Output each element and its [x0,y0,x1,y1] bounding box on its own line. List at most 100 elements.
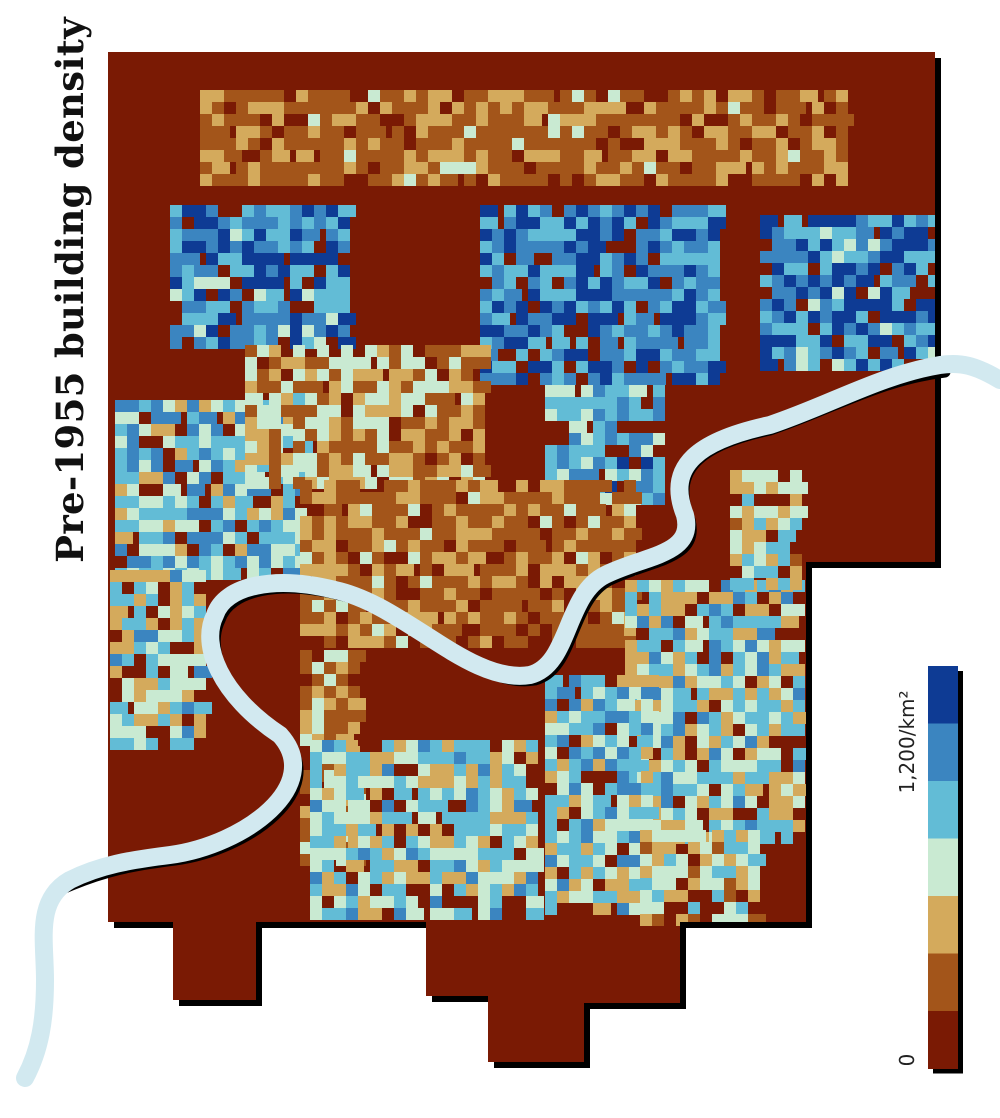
density-cell [257,477,269,489]
density-cell [281,393,293,405]
density-cell [175,544,187,556]
density-cell [552,361,564,373]
density-cell [488,102,500,114]
density-cell [468,576,480,588]
density-cell [394,908,406,920]
density-cell [437,405,449,417]
density-cell [358,884,370,896]
density-cell [163,496,175,508]
density-cell [516,337,528,349]
density-cell [478,752,490,764]
density-cell [664,854,676,866]
density-cell [673,820,685,832]
density-cell [360,612,372,624]
density-cell [636,325,648,337]
density-cell [480,480,498,492]
density-cell [708,301,726,313]
density-cell [428,126,440,138]
density-cell [356,126,368,138]
density-cell [310,860,322,872]
density-cell [461,417,473,429]
density-cell [754,518,766,530]
density-cell [324,650,336,662]
density-cell [733,712,745,724]
density-cell [384,516,396,528]
density-cell [377,453,389,465]
density-cell [461,393,473,405]
density-cell [348,710,366,722]
density-cell [730,482,742,494]
density-cell [648,373,666,385]
density-cell [760,299,772,311]
density-cell [757,712,769,724]
density-cell [300,624,312,636]
density-cell [760,251,772,263]
density-cell [336,686,348,698]
density-cell [326,265,338,277]
density-cell [653,493,665,505]
density-cell [392,126,404,138]
density-cell [832,347,844,359]
density-cell [612,373,624,385]
density-cell [781,640,793,652]
density-cell [581,397,593,409]
density-cell [545,843,557,855]
density-cell [348,540,360,552]
density-cell [490,824,502,836]
density-cell [712,854,724,866]
density-cell [305,453,317,465]
density-cell [704,90,716,102]
density-cell [488,174,500,186]
density-cell [593,903,611,915]
density-cell [212,174,224,186]
density-cell [408,600,420,612]
density-cell [332,90,350,102]
density-cell [353,381,365,393]
density-cell [696,325,708,337]
density-cell [223,508,235,520]
density-cell [442,872,454,884]
density-cell [324,710,336,722]
density-cell [812,114,824,126]
density-cell [416,138,428,150]
density-cell [187,496,199,508]
density-cell [194,570,206,582]
density-cell [548,102,560,114]
density-cell [283,556,295,568]
density-cell [685,652,697,664]
density-cell [784,287,796,299]
density-cell [332,114,344,126]
density-cell [223,556,235,568]
density-cell [545,469,557,481]
density-cell [490,860,502,872]
density-cell [569,445,581,457]
density-cell [600,337,618,349]
density-cell [336,552,348,564]
density-cell [406,740,418,752]
density-cell [338,313,356,325]
density-cell [170,217,182,229]
density-cell [428,114,440,126]
density-cell [324,528,336,540]
density-cell [211,436,223,448]
density-cell [382,752,394,764]
density-cell [552,588,564,600]
density-cell [588,277,600,289]
density-cell [692,174,704,186]
density-cell [514,788,526,800]
density-cell [784,335,796,347]
density-cell [437,357,449,369]
density-cell [514,776,526,788]
density-cell [617,771,629,783]
density-cell [661,808,673,820]
density-cell [368,150,380,162]
density-cell [235,532,247,544]
density-cell [454,776,466,788]
density-cell [581,747,593,759]
density-cell [641,687,659,699]
density-cell [649,592,661,604]
density-cell [490,812,502,824]
density-cell [673,676,685,688]
density-cell [892,251,904,263]
density-cell [182,241,194,253]
